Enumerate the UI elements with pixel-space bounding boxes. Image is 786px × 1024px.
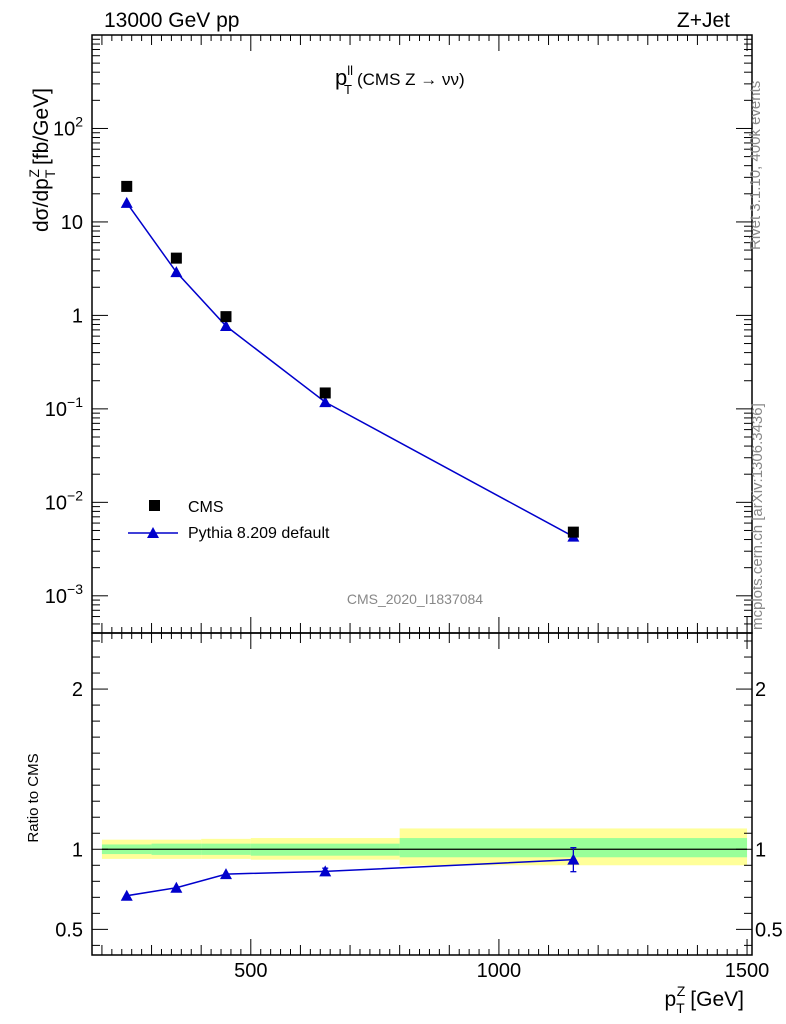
side-label-mcplots: mcplots.cern.ch [arXiv:1306.3436] — [749, 403, 766, 630]
ratio-y-axis-label: Ratio to CMS — [25, 753, 42, 842]
ratio-mc-point — [219, 868, 232, 880]
main-y-tick-label: 10 — [61, 212, 83, 234]
ratio-y-tick-label-right: 0.5 — [755, 919, 783, 941]
main-data-point — [319, 387, 331, 399]
main-y-tick-label: 10−2 — [45, 487, 83, 514]
ratio-mc-point — [567, 853, 580, 865]
main-mc-point — [319, 396, 332, 408]
ratio-mc-point — [170, 881, 183, 893]
legend: CMS Pythia 8.209 default — [128, 499, 330, 542]
main-data-point — [121, 180, 133, 192]
x-axis-label: pTZ [GeV] — [664, 983, 744, 1016]
main-data-point — [220, 311, 232, 323]
legend-marker-pythia — [147, 527, 159, 538]
ratio-x-tick-label: 1000 — [477, 960, 522, 982]
main-title: pll T(CMS Z → νν) — [335, 63, 465, 97]
main-y-tick-label: 10−1 — [45, 394, 83, 421]
ratio-y-tick-label: 0.5 — [55, 919, 83, 941]
ratio-x-tick-label: 1500 — [725, 960, 770, 982]
header-process-label: Z+Jet — [677, 9, 730, 32]
ratio-y-tick-label-right: 1 — [755, 839, 766, 861]
ratio-y-tick-label: 2 — [72, 679, 83, 701]
ratio-mc-point — [319, 865, 332, 877]
legend-label-pythia: Pythia 8.209 default — [188, 525, 330, 542]
main-mc-point — [219, 320, 232, 332]
main-panel-frame — [91, 34, 753, 634]
main-data-point — [170, 252, 182, 264]
ratio-mc-point — [120, 889, 133, 901]
main-y-axis-label: dσ/dpTZ[fb/GeV] — [26, 88, 58, 232]
main-y-tick-label: 10−3 — [45, 581, 83, 608]
ratio-y-tick-label-right: 2 — [755, 679, 766, 701]
main-y-tick-label: 1 — [72, 305, 83, 327]
main-mc-point — [170, 266, 183, 278]
main-data-point — [567, 526, 579, 538]
header-energy-label: 13000 GeV pp — [104, 9, 239, 32]
analysis-watermark: CMS_2020_I1837084 — [347, 591, 483, 607]
main-mc-line — [126, 202, 574, 538]
legend-label-cms: CMS — [188, 499, 224, 516]
ratio-x-tick-label: 500 — [234, 960, 267, 982]
ratio-y-tick-label: 1 — [72, 839, 83, 861]
legend-marker-cms — [149, 500, 160, 511]
main-mc-point — [120, 196, 133, 208]
ratio-panel-frame — [91, 632, 753, 956]
side-label-rivet: Rivet 3.1.10, 400k events — [747, 81, 764, 250]
main-y-tick-label: 102 — [53, 113, 83, 140]
